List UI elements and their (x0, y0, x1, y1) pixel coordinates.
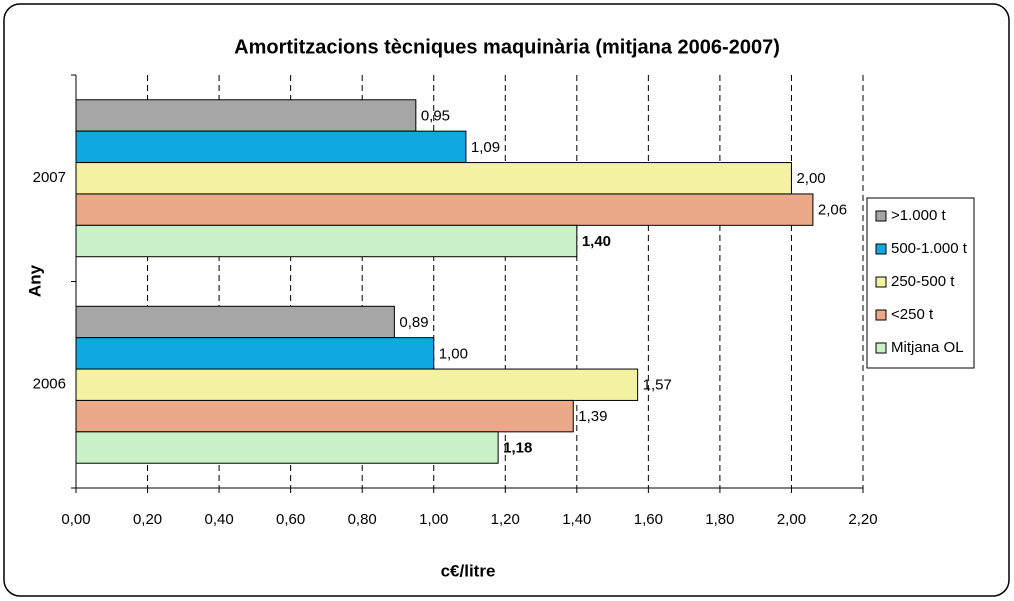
bar (75, 368, 639, 401)
data-label: 1,00 (439, 345, 468, 362)
data-label: 1,09 (471, 139, 500, 156)
x-tick-label: 1,20 (491, 511, 520, 528)
x-tick-label: 0,60 (276, 511, 305, 528)
legend-label: 500-1.000 t (891, 240, 968, 257)
x-tick-label: 1,40 (562, 511, 591, 528)
bar (75, 224, 578, 258)
legend-swatch (875, 210, 887, 222)
y-tick-label: 2007 (33, 169, 66, 186)
x-axis-label: c€/litre (441, 561, 496, 580)
chart-title: Amortitzacions tècniques maquinària (mit… (234, 36, 780, 58)
bar (75, 305, 395, 339)
data-label: 0,89 (399, 314, 428, 331)
x-tick-label: 1,80 (705, 511, 734, 528)
bar (75, 130, 467, 164)
legend-swatch (875, 309, 887, 321)
legend-label: Mitjana OL (891, 339, 964, 356)
bar (75, 162, 792, 195)
bar (75, 99, 417, 132)
x-tick-label: 1,60 (634, 511, 663, 528)
data-label: 1,40 (582, 233, 611, 250)
bar (75, 193, 814, 226)
data-label: 0,95 (421, 107, 450, 124)
data-label: 2,00 (796, 170, 825, 187)
x-tick-label: 2,20 (848, 511, 877, 528)
legend-label: <250 t (891, 306, 934, 323)
x-tick-label: 0,20 (133, 511, 162, 528)
y-axis-label: Any (25, 264, 44, 297)
legend-swatch (875, 243, 887, 255)
x-tick-label: 0,80 (348, 511, 377, 528)
legend-swatch (875, 276, 887, 288)
y-tick-label: 2006 (33, 376, 66, 393)
x-tick-label: 2,00 (777, 511, 806, 528)
x-tick-label: 1,00 (419, 511, 448, 528)
x-tick-label: 0,40 (204, 511, 233, 528)
data-label: 1,57 (643, 377, 672, 394)
legend-label: 250-500 t (891, 273, 955, 290)
bar (75, 399, 574, 433)
data-label: 1,39 (578, 408, 607, 425)
data-label: 2,06 (818, 202, 847, 219)
x-tick-label: 0,00 (61, 511, 90, 528)
legend-label: >1.000 t (891, 207, 946, 224)
data-label: 1,18 (503, 439, 532, 456)
bar (75, 337, 435, 370)
bar (75, 431, 499, 464)
legend-swatch (875, 342, 887, 354)
